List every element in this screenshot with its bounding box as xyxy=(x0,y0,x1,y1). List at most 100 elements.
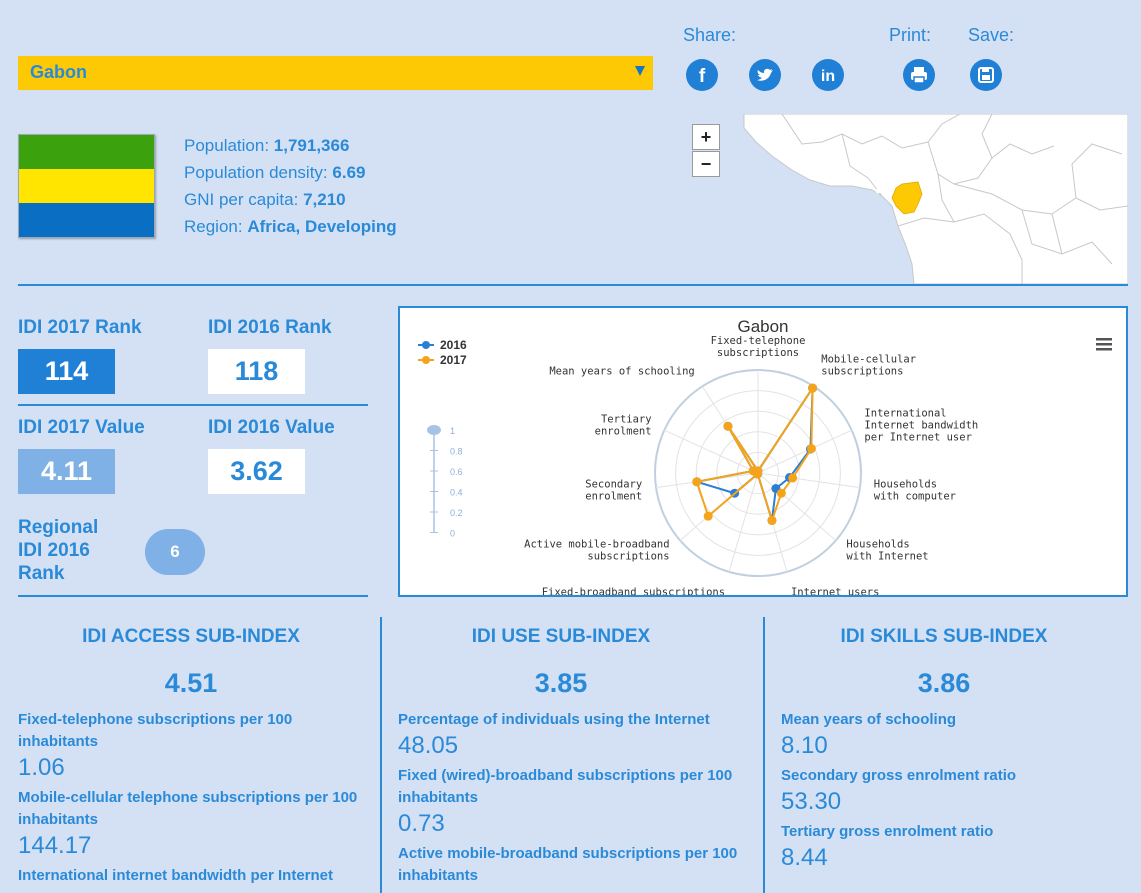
print-button[interactable] xyxy=(903,59,935,91)
access-title: IDI ACCESS SUB-INDEX xyxy=(82,626,300,647)
region-row: Region: Africa, Developing xyxy=(184,217,397,236)
flag-stripe-green xyxy=(19,135,154,169)
region-value: Africa, Developing xyxy=(247,217,397,236)
zoom-in-button[interactable]: + xyxy=(692,124,720,150)
skills-item-label: Tertiary gross enrolment ratio xyxy=(781,823,994,840)
use-item-value: 0.73 xyxy=(398,810,445,837)
twitter-share-button[interactable] xyxy=(749,59,781,91)
skills-title: IDI SKILLS SUB-INDEX xyxy=(840,626,1048,647)
data-point-2017 xyxy=(748,466,758,476)
country-map[interactable]: + − xyxy=(692,114,1128,284)
flag-stripe-yellow xyxy=(19,168,154,203)
density-row: Population density: 6.69 xyxy=(184,163,366,182)
axis-label: with Internet xyxy=(846,551,928,563)
grid-spoke xyxy=(757,472,861,489)
svg-text:in: in xyxy=(821,68,835,85)
access-item-value: 144.17 xyxy=(18,832,92,859)
legend-label: 2017 xyxy=(440,353,467,367)
share-label: Share: xyxy=(683,25,737,45)
gabon-region[interactable] xyxy=(891,181,923,215)
rank-divider-1 xyxy=(18,404,368,406)
idi2017-value-box: 4.11 xyxy=(18,449,115,494)
column-divider-1 xyxy=(380,617,382,893)
use-item-label: Active mobile-broadband subscriptions pe… xyxy=(398,845,738,884)
axis-label: International xyxy=(864,407,946,419)
skills-item-value: 8.10 xyxy=(781,732,828,759)
slider-handle xyxy=(427,425,441,435)
slider-tick-label: 0 xyxy=(450,529,455,539)
access-item-label: Mobile-cellular telephone subscriptions … xyxy=(18,789,358,828)
facebook-icon: f xyxy=(699,66,706,87)
print-label: Print: xyxy=(889,25,932,45)
data-point-2017 xyxy=(723,421,733,431)
density-value: 6.69 xyxy=(332,163,366,182)
access-item-label: Fixed-telephone subscriptions per 100 in… xyxy=(18,711,293,750)
skills-item-label: Mean years of schooling xyxy=(781,711,957,728)
country-select[interactable]: Gabon xyxy=(18,56,653,90)
slider-tick-label: 0.8 xyxy=(450,447,463,457)
twitter-icon xyxy=(757,68,773,81)
skills-subindex: IDI SKILLS SUB-INDEX 3.86 Mean years of … xyxy=(781,626,1131,873)
skills-item-value: 53.30 xyxy=(781,788,842,815)
axis-label: subscriptions xyxy=(717,347,799,359)
facebook-share-button[interactable]: f xyxy=(686,59,718,91)
access-item-value: 1.06 xyxy=(18,754,65,781)
country-flag xyxy=(18,134,155,238)
axis-label: Active mobile-broadband xyxy=(524,539,669,551)
data-point-2017 xyxy=(806,444,816,454)
data-point-2017 xyxy=(703,511,713,521)
idi2017-value-label: IDI 2017 Value xyxy=(18,417,145,438)
grid-spoke xyxy=(757,472,837,541)
idi2016-value-label: IDI 2016 Value xyxy=(208,417,335,438)
gni-value: 7,210 xyxy=(303,190,346,209)
axis-label: Fixed-broadband subscriptions xyxy=(542,586,725,595)
chart-menu-icon[interactable] xyxy=(1096,338,1112,351)
column-divider-2 xyxy=(763,617,765,893)
data-point-2017 xyxy=(692,477,702,487)
grid-spoke xyxy=(757,429,852,474)
use-item-label: Percentage of individuals using the Inte… xyxy=(398,711,710,728)
axis-label: Households xyxy=(874,479,937,491)
skills-item-value: 8.44 xyxy=(781,844,828,871)
idi2016-rank-value: 118 xyxy=(208,349,305,394)
axis-label: enrolment xyxy=(595,425,652,437)
axis-label: Households xyxy=(846,539,909,551)
idi2017-rank-value: 114 xyxy=(18,349,115,394)
axis-label: Secondary xyxy=(585,479,642,491)
save-button[interactable] xyxy=(970,59,1002,91)
floppy-disk-icon xyxy=(978,67,994,83)
slider-tick-label: 0.4 xyxy=(450,488,463,498)
grid-spoke xyxy=(728,472,759,572)
value-range-slider[interactable]: 1 0.8 0.6 0.4 0.2 0 xyxy=(427,425,463,539)
idi2016-rank-label: IDI 2016 Rank xyxy=(208,317,332,338)
access-value: 4.51 xyxy=(164,668,218,698)
use-title: IDI USE SUB-INDEX xyxy=(471,626,651,647)
data-point-2017 xyxy=(808,383,818,393)
slider-tick-label: 0.2 xyxy=(450,508,463,518)
axis-label: per Internet user xyxy=(864,431,971,443)
axis-label: Mobile-cellular xyxy=(821,354,916,366)
legend-marker xyxy=(422,341,430,349)
skills-item-label: Secondary gross enrolment ratio xyxy=(781,767,1017,784)
regional-rank-badge: 6 xyxy=(145,529,205,575)
zoom-out-button[interactable]: − xyxy=(692,151,720,177)
slider-tick-label: 0.6 xyxy=(450,467,463,477)
linkedin-share-button[interactable]: in xyxy=(812,59,844,91)
use-item-value: 48.05 xyxy=(398,732,459,759)
axis-label: subscriptions xyxy=(821,366,903,378)
axis-label: subscriptions xyxy=(587,551,669,563)
access-item-label: International internet bandwidth per Int… xyxy=(18,867,334,884)
gni-row: GNI per capita: 7,210 xyxy=(184,190,346,209)
printer-icon xyxy=(911,67,927,84)
data-point-2017 xyxy=(788,473,798,483)
data-point-2017 xyxy=(767,515,777,525)
idi2016-value-box: 3.62 xyxy=(208,449,305,494)
map-canvas xyxy=(743,114,1128,284)
use-subindex: IDI USE SUB-INDEX 3.85 Percentage of ind… xyxy=(398,626,748,887)
save-label: Save: xyxy=(968,25,1015,45)
svg-text:f: f xyxy=(699,66,706,87)
axis-label: with computer xyxy=(874,491,956,503)
access-subindex: IDI ACCESS SUB-INDEX 4.51 Fixed-telephon… xyxy=(18,626,364,887)
